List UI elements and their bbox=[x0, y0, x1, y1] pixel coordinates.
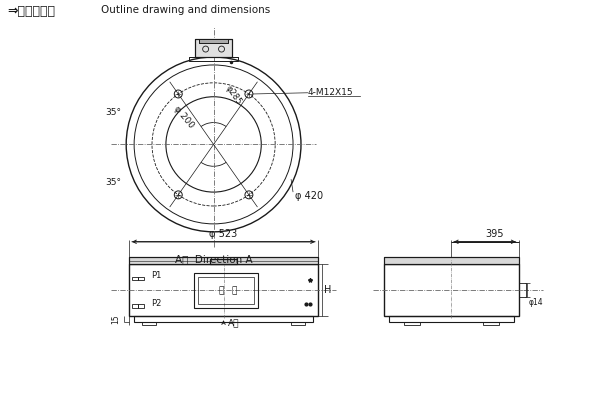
Text: P2: P2 bbox=[151, 299, 161, 308]
Bar bbox=[129, 257, 318, 264]
Bar bbox=[199, 39, 229, 43]
Text: 395: 395 bbox=[485, 229, 504, 239]
Bar bbox=[385, 257, 518, 264]
Bar bbox=[129, 264, 318, 316]
Bar bbox=[209, 259, 238, 264]
Text: 35°: 35° bbox=[105, 178, 121, 187]
Text: A向: A向 bbox=[227, 319, 239, 328]
Bar bbox=[199, 39, 229, 43]
Text: A向  Direction A: A向 Direction A bbox=[175, 254, 253, 264]
Text: φ 523: φ 523 bbox=[209, 229, 238, 239]
Bar bbox=[142, 322, 156, 325]
Bar bbox=[129, 257, 318, 264]
Bar bbox=[197, 276, 254, 304]
Text: 4-M12X15: 4-M12X15 bbox=[308, 88, 353, 97]
Text: P1: P1 bbox=[151, 271, 161, 280]
Text: φ14: φ14 bbox=[529, 298, 543, 307]
Bar bbox=[518, 283, 526, 297]
Bar bbox=[195, 39, 232, 57]
Bar bbox=[138, 304, 144, 308]
Text: 15: 15 bbox=[111, 314, 120, 324]
Bar bbox=[195, 39, 232, 57]
Bar bbox=[194, 273, 258, 308]
Text: φ 420: φ 420 bbox=[295, 191, 323, 201]
Text: H: H bbox=[324, 286, 331, 295]
Text: Outline drawing and dimensions: Outline drawing and dimensions bbox=[101, 5, 271, 15]
Bar bbox=[385, 257, 518, 264]
Bar bbox=[138, 276, 144, 281]
Bar bbox=[389, 316, 514, 322]
Text: ⇒外形尺寸图: ⇒外形尺寸图 bbox=[7, 5, 55, 19]
Bar bbox=[132, 304, 138, 308]
Bar bbox=[385, 264, 518, 316]
Bar bbox=[189, 57, 238, 61]
Text: 35°: 35° bbox=[105, 108, 121, 117]
Bar bbox=[483, 322, 499, 325]
Text: φ285: φ285 bbox=[224, 83, 243, 106]
Text: 绕: 绕 bbox=[218, 286, 224, 295]
Bar bbox=[404, 322, 420, 325]
Text: φ 200: φ 200 bbox=[172, 104, 196, 129]
Text: 棚: 棚 bbox=[231, 286, 236, 295]
Bar bbox=[291, 322, 305, 325]
Bar bbox=[132, 276, 138, 281]
Bar bbox=[209, 259, 238, 264]
Bar bbox=[134, 316, 313, 322]
